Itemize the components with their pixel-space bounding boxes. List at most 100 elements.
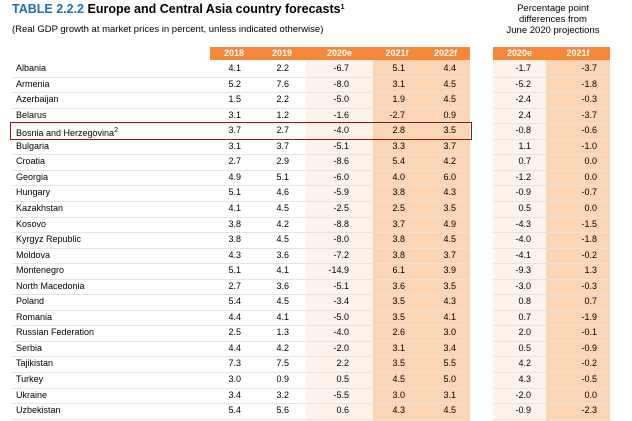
row-separator [493,387,610,389]
country-name: Poland [16,294,44,310]
country: Azerbaijan [16,94,59,105]
row-separator [12,403,470,405]
value-cell: 2.2 [276,94,289,105]
value-cell: -2.5 [333,202,349,213]
diff-cell: -0.1 [581,327,597,338]
value-cell: 4.3 [443,187,456,198]
diff-cell: -0.2 [581,249,597,260]
country: North Macedonia [16,280,85,291]
value-cell: 4.2 [443,156,456,167]
value-cell: -8.0 [333,78,349,89]
value-cell: -1.6 [333,109,349,120]
row-separator [12,325,470,327]
diff-cell: -2.3 [581,405,597,416]
value-cell: 2.2 [336,358,349,369]
value-cell: 3.0 [228,374,241,384]
row-separator [493,418,610,420]
value-cell: 4.4 [228,311,241,322]
row-separator [493,356,610,358]
country: Bosnia and Herzegovina [16,128,115,139]
value-cell: -5.0 [333,94,349,105]
country: Albania [16,63,47,73]
diff-cell: -0.3 [581,280,597,291]
value-cell: 3.3 [392,140,405,151]
value-cell: 6.0 [443,171,456,182]
country-name: Moldova [16,248,50,264]
diff-cell: -0.9 [515,187,531,198]
country-name: Uzbekistan [16,403,61,419]
country: Georgia [16,171,49,182]
diff-cell: -0.3 [581,94,597,105]
value-cell: 5.2 [228,78,241,89]
diff-cell: 0.0 [584,389,597,400]
value-cell: 3.7 [392,218,405,229]
value-cell: 4.3 [228,249,241,260]
diff-cell: 4.3 [518,374,531,384]
diff-cell: -3.0 [515,280,531,291]
value-cell: 4.1 [276,265,289,276]
country: Uzbekistan [16,405,61,416]
value-cell: 4.9 [443,218,456,229]
column-shade [493,60,546,421]
value-cell: 4.4 [228,342,241,353]
value-cell: -6.0 [333,171,349,182]
diff-cell: 0.0 [584,202,597,213]
value-cell: 3.5 [443,280,456,291]
row-separator [493,263,610,265]
value-cell: 3.1 [443,389,456,400]
value-cell: 3.6 [276,280,289,291]
row-separator [493,309,610,311]
row-separator [12,154,470,156]
diff-cell: 0.0 [584,156,597,167]
subtitle: (Real GDP growth at market prices in per… [12,24,324,35]
value-cell: -7.2 [333,249,349,260]
highlight-box [10,122,472,140]
side-title-line: June 2020 projections [506,25,600,36]
value-cell: 2.7 [276,125,289,136]
value-cell: -5.9 [333,187,349,198]
value-cell: 5.4 [228,405,241,416]
diff-cell: 1.1 [518,140,531,151]
value-cell: 5.1 [228,187,241,198]
value-cell: 0.6 [336,405,349,416]
country-name: Azerbaijan [16,92,59,108]
diff-cell: -1.8 [581,234,597,245]
value-cell: 5.6 [276,405,289,416]
value-cell: 4.5 [443,78,456,89]
row-separator [12,309,470,311]
country-name: Serbia [16,341,42,357]
side-title-line: differences from [519,14,587,25]
value-cell: 7.6 [276,78,289,89]
value-cell: 4.9 [228,171,241,182]
table-label: TABLE 2.2.2 [12,2,85,16]
value-cell: 4.0 [392,171,405,182]
value-cell: 4.5 [443,94,456,105]
country: Kazakhstan [16,202,64,213]
country-name: Russian Federation [16,325,94,341]
value-cell: 4.2 [276,218,289,229]
value-cell: -2.0 [333,342,349,353]
row-separator [493,154,610,156]
diff-cell: 4.2 [518,358,531,369]
diff-cell: -4.3 [515,218,531,229]
value-cell: 4.5 [443,405,456,416]
value-cell: 2.7 [228,156,241,167]
value-cell: -4.0 [333,327,349,338]
value-cell: 3.1 [392,342,405,353]
value-cell: 3.8 [228,218,241,229]
country-name: Albania [16,61,46,77]
diff-cell: -1.5 [581,218,597,229]
value-cell: 1.5 [228,94,241,105]
column-header: 2021f [385,48,409,58]
row-separator [12,372,470,373]
value-cell: -8.6 [333,156,349,167]
row-separator [493,372,610,373]
column-shade [258,60,306,421]
diff-cell: -1.0 [581,140,597,151]
country-name: Belarus [16,108,47,124]
row-separator [493,340,610,342]
value-cell: 2.6 [392,327,405,338]
country: Ukraine [16,389,48,400]
diff-cell: -3.7 [581,109,597,120]
